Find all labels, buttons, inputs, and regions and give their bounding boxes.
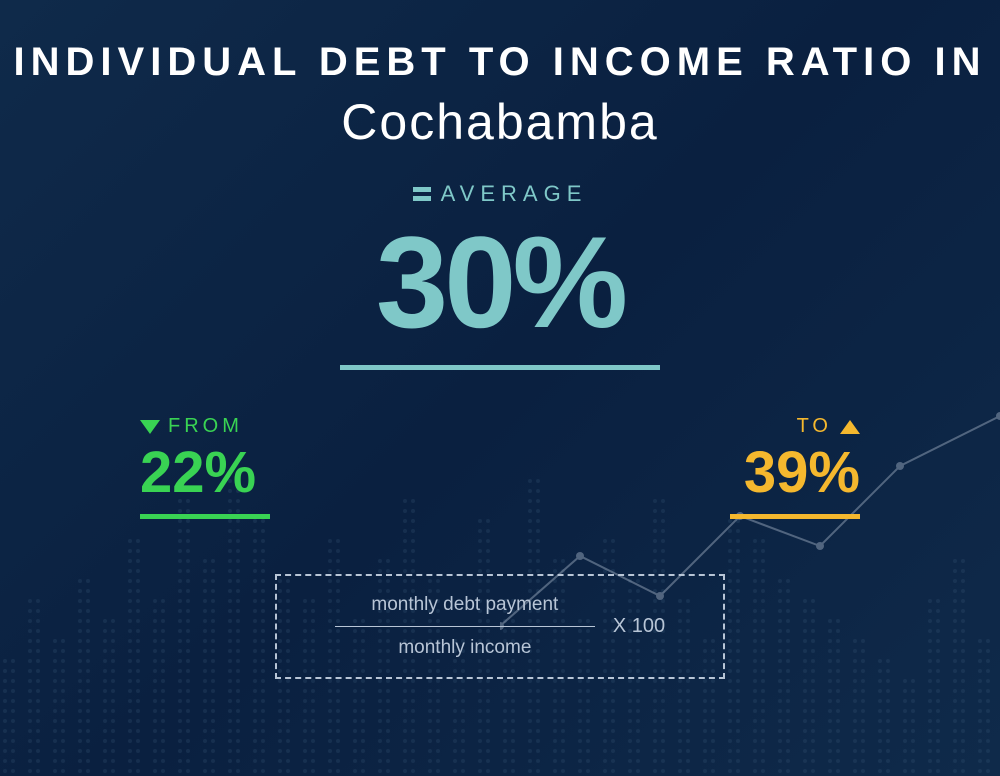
to-value: 39% <box>744 444 860 502</box>
to-label-row: TO <box>797 415 860 438</box>
from-block: FROM 22% <box>140 415 270 519</box>
formula-multiplier: X 100 <box>613 615 665 638</box>
average-value: 30% <box>0 217 1000 347</box>
fraction-divider <box>335 626 595 627</box>
average-label: AVERAGE <box>441 181 588 207</box>
from-label: FROM <box>168 415 243 438</box>
to-underline <box>730 514 860 519</box>
from-label-row: FROM <box>140 415 243 438</box>
average-label-row: AVERAGE <box>0 181 1000 207</box>
range-row: FROM 22% TO 39% <box>0 415 1000 519</box>
from-value: 22% <box>140 444 256 502</box>
title-line-1: INDIVIDUAL DEBT TO INCOME RATIO IN <box>0 40 1000 85</box>
to-block: TO 39% <box>730 415 860 519</box>
average-underline <box>340 365 660 370</box>
equals-icon <box>413 187 431 201</box>
to-label: TO <box>797 415 832 438</box>
formula-numerator: monthly debt payment <box>371 594 558 616</box>
formula-fraction: monthly debt payment monthly income <box>335 594 595 659</box>
triangle-down-icon <box>140 420 160 434</box>
infographic-content: INDIVIDUAL DEBT TO INCOME RATIO IN Cocha… <box>0 0 1000 776</box>
title-line-2: Cochabamba <box>0 93 1000 151</box>
triangle-up-icon <box>840 420 860 434</box>
formula-denominator: monthly income <box>398 637 531 659</box>
formula-box: monthly debt payment monthly income X 10… <box>275 574 725 679</box>
from-underline <box>140 514 270 519</box>
